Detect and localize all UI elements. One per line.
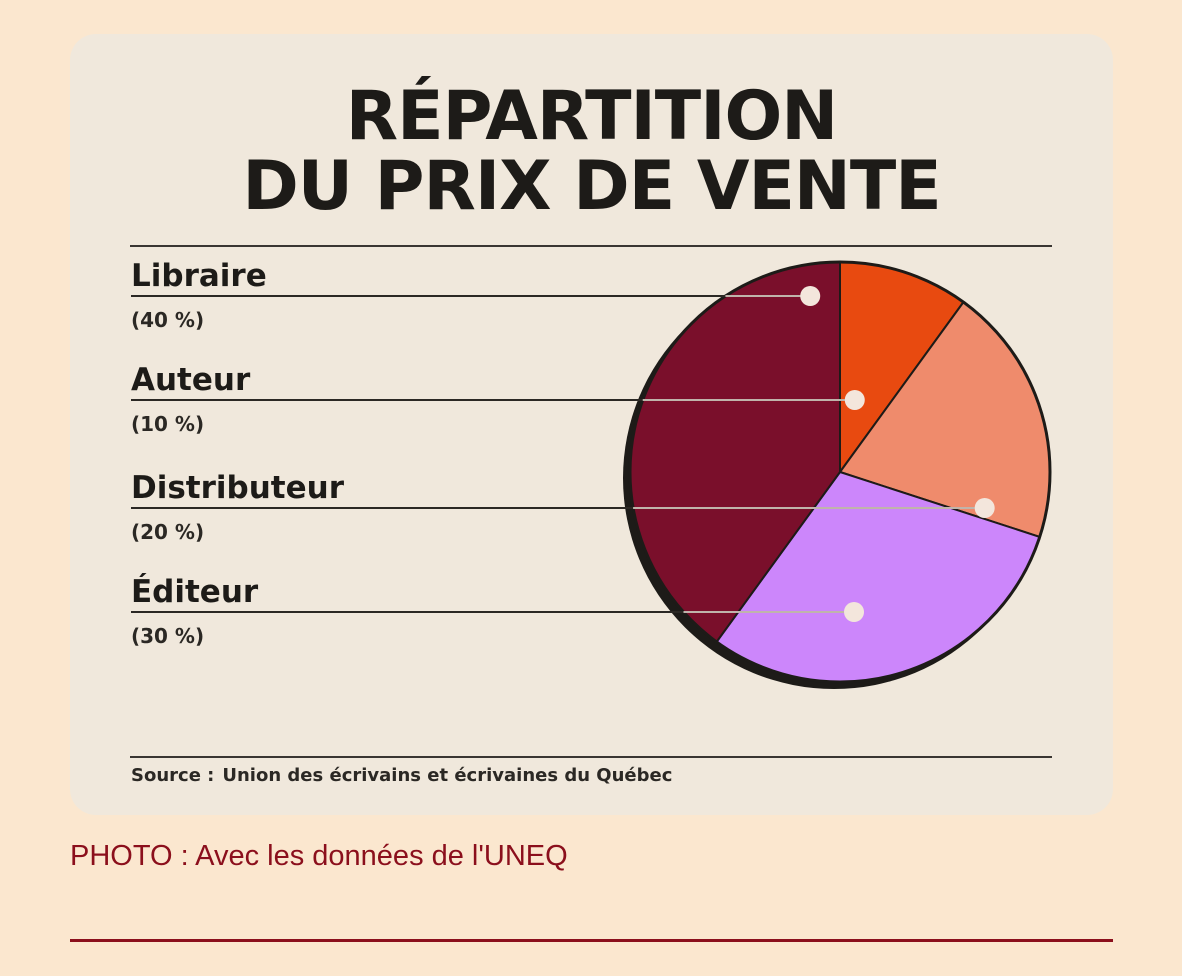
marker-dot-editeur [844, 602, 865, 622]
legend-percent-editeur: (30 %) [131, 624, 204, 648]
source-label: Source : [131, 765, 215, 786]
legend-label-auteur: Auteur [131, 362, 251, 398]
pie-slices [629, 261, 1051, 684]
legend-label-libraire: Libraire [131, 258, 267, 294]
photo-caption: PHOTO : Avec les données de l'UNEQ [70, 840, 568, 872]
pie-chart: Libraire (40 %) Auteur (10 %) Distributeur (2… [131, 258, 1052, 689]
infographic-card: RÉPARTITION DU PRIX DE VENTE Libraire (40… [70, 34, 1113, 815]
legend-label-editeur: Éditeur [131, 574, 259, 610]
pie-legend: Libraire (40 %) Auteur (10 %) Distributeur (2… [131, 258, 995, 648]
bottom-divider [130, 756, 1052, 758]
marker-dot-auteur [844, 390, 865, 410]
chart-title: RÉPARTITION DU PRIX DE VENTE [70, 82, 1113, 222]
source-note: Source : Union des écrivains et écrivaine… [131, 765, 672, 786]
legend-percent-libraire: (40 %) [131, 308, 204, 332]
legend-percent-distributeur: (20 %) [131, 520, 204, 544]
legend-percent-auteur: (10 %) [131, 412, 204, 436]
marker-dot-libraire [800, 286, 821, 306]
legend-label-distributeur: Distributeur [131, 470, 345, 506]
top-divider [130, 245, 1052, 247]
chart-title-line-1: RÉPARTITION [345, 77, 838, 156]
chart-title-line-2: DU PRIX DE VENTE [242, 147, 941, 226]
source-text: Union des écrivains et écrivaines du Qué… [222, 765, 673, 786]
marker-dot-distributeur [974, 498, 995, 518]
caption-underline [70, 939, 1113, 942]
pie-outline [628, 260, 1052, 684]
